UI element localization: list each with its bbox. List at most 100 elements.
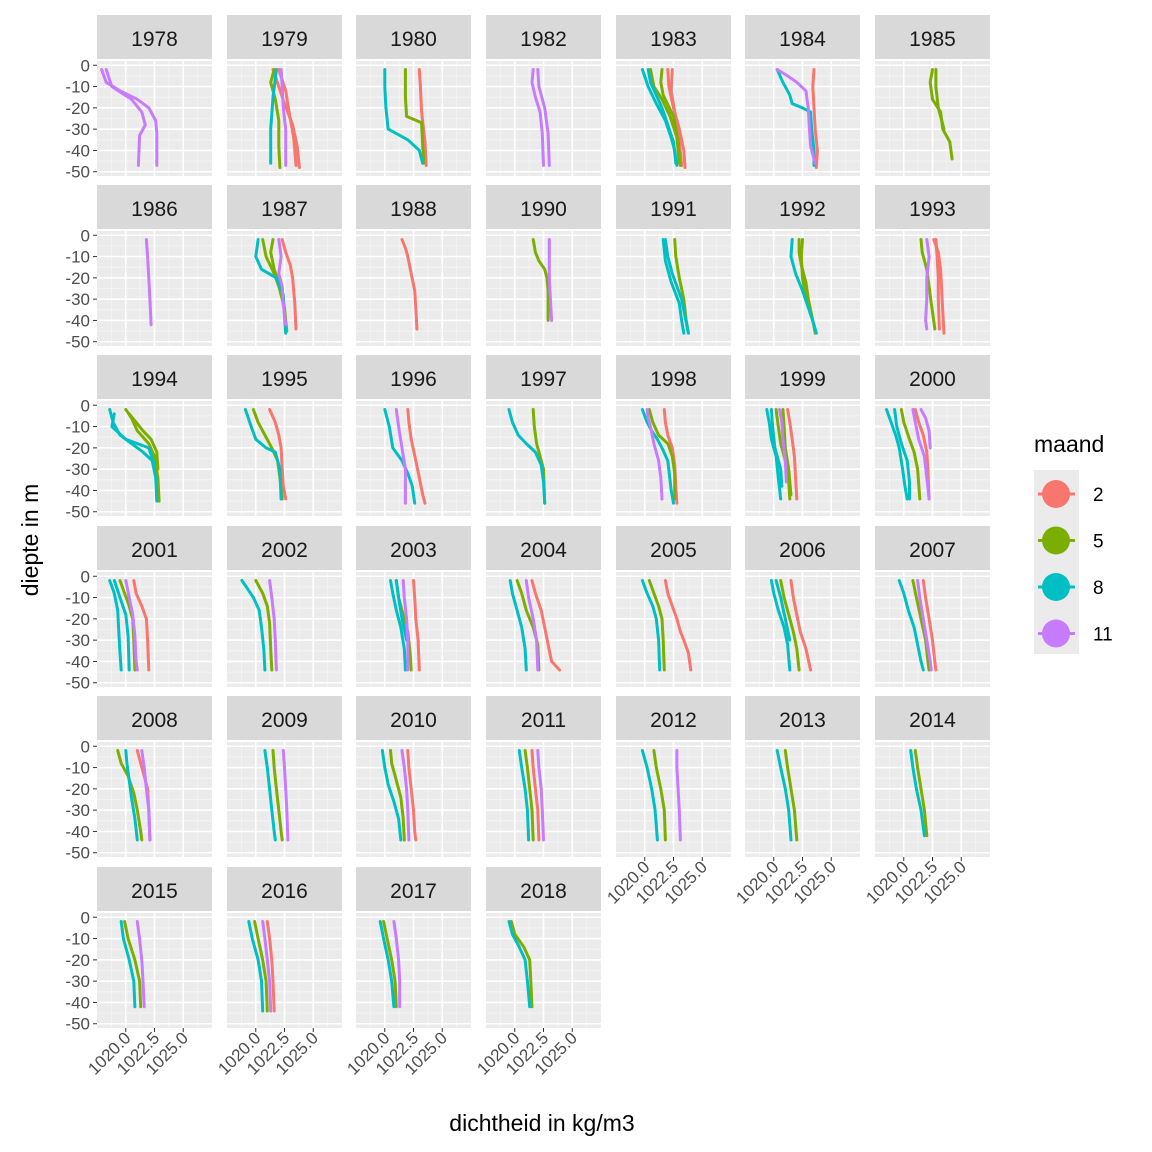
panel-data [108,579,151,672]
facet-panels: 1978 0 -10 -20 -30 -40 -50 1979 1980 1982 1983 1984… [65,15,990,1079]
panel-data [507,408,547,505]
profile-line-month-11 [547,238,554,322]
profile-line-month-8 [507,920,532,1009]
facet-panel-1986: 1986 0 -10 -20 -30 -40 -50 [65,185,212,352]
facet-panel-1994: 1994 0 -10 -20 -30 -40 -50 [65,355,212,522]
profile-line-month-2 [921,579,938,672]
profile-line-month-8 [383,68,425,165]
facet-strip-label: 2018 [520,880,567,903]
y-tick-label: -50 [65,503,90,522]
y-tick-label: -30 [65,801,90,820]
panel-data [507,920,534,1009]
facet-strip [616,696,731,740]
profile-line-month-8 [774,579,792,642]
y-tick-label: 0 [81,226,90,245]
panel-data [775,749,799,842]
facet-strip-label: 1990 [520,198,567,221]
panel-grid [227,572,342,687]
profile-line-month-5 [254,579,274,672]
panel-data [243,408,288,501]
facet-strip-label: 1997 [520,368,567,391]
profile-line-month-11 [281,749,290,842]
facet-panel-2005: 2005 [616,526,731,687]
profile-line-month-8 [885,408,909,501]
profile-line-month-8 [897,579,925,672]
profile-line-month-8 [243,408,283,501]
legend-label: 11 [1093,625,1113,646]
panel-grid [616,231,731,346]
profile-line-month-8 [909,749,926,838]
panel-data [254,238,298,335]
facet-strip-label: 1992 [779,198,826,221]
facet-panel-1979: 1979 [227,15,342,176]
x-axis-title: dichtheid in kg/m3 [449,1110,634,1136]
facet-strip-label: 2005 [650,539,697,562]
panel-data [269,68,301,169]
legend-title: maand [1034,431,1104,457]
y-tick-label: 0 [81,737,90,756]
facet-panel-1998: 1998 [616,355,731,516]
profile-line-month-11 [261,920,273,1013]
facet-panel-1996: 1996 [356,355,471,516]
facet-panel-1980: 1980 [356,15,471,176]
facet-strip [616,526,731,570]
y-tick-label: -30 [65,972,90,991]
profile-line-month-11 [100,68,159,167]
profile-line-month-11 [279,68,288,167]
y-tick-label: -20 [65,99,90,118]
profile-line-month-8 [640,749,659,842]
profile-line-month-2 [406,749,418,842]
profile-line-month-5 [509,920,534,1009]
legend-label: 8 [1093,578,1104,599]
panel-data [383,68,428,167]
profile-line-month-8 [378,920,396,1009]
profile-line-month-2 [417,68,428,167]
facet-strip-label: 1995 [261,368,308,391]
facet-strip [97,696,212,740]
profile-line-month-8 [108,408,159,503]
legend-key-dot [1042,573,1070,601]
y-axis-title: diepte in m [17,484,43,597]
profile-line-month-2 [280,238,298,331]
panel-data [263,749,290,842]
profile-line-month-5 [659,68,682,167]
panel-grid [616,572,731,687]
facet-panel-1988: 1988 [356,185,471,346]
y-tick-label: 0 [81,396,90,415]
profile-line-month-8 [507,408,547,505]
facet-strip-label: 1983 [650,28,697,51]
profile-line-month-8 [383,408,417,505]
facet-panel-2009: 2009 [227,696,342,857]
profile-line-month-2 [811,68,819,169]
panel-data [389,579,421,672]
y-tick-label: -50 [65,163,90,182]
profile-line-month-5 [523,749,535,842]
facet-strip-label: 1980 [390,28,437,51]
panel-grid [875,742,990,857]
profile-line-month-5 [389,749,406,842]
panel-grid [97,742,212,857]
legend-key-dot [1042,619,1070,648]
profile-line-month-8 [110,412,156,467]
facet-panel-2002: 2002 [227,526,342,687]
facet-panel-1990: 1990 [486,185,601,346]
y-tick-label: -20 [65,610,90,629]
profile-line-month-2 [400,238,419,331]
facet-strip-label: 2014 [909,709,956,732]
profile-line-month-8 [508,579,528,672]
profile-line-month-11 [392,920,402,1009]
panel-data [897,579,938,672]
profile-line-month-5 [913,749,929,838]
facet-strip [97,526,212,570]
facet-strip [745,696,860,740]
facet-strip [486,696,601,740]
profile-line-month-11 [645,408,664,501]
facet-strip-label: 1986 [131,198,178,221]
facet-strip [356,867,471,911]
y-tick-label: -40 [65,141,90,160]
